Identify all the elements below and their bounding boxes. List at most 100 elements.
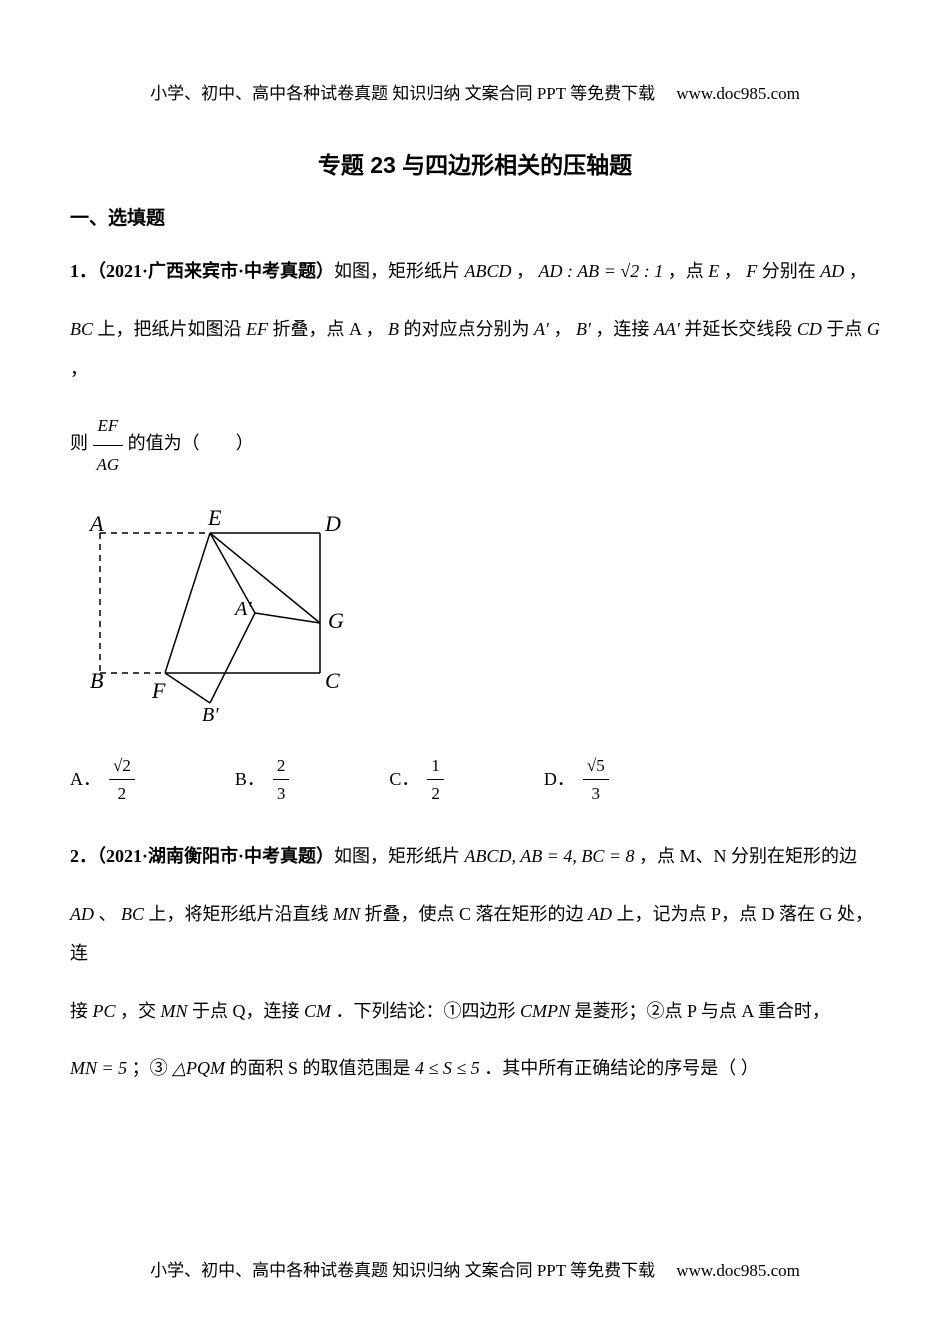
- q2-AD: AD: [70, 904, 94, 924]
- q1-t7: 上，把纸片如图沿: [98, 319, 242, 339]
- q1-t8b: ，: [366, 319, 384, 339]
- q2-t12: ；③: [132, 1058, 168, 1078]
- q1-option-c: C． 1 2: [389, 752, 444, 807]
- q1-G: G: [867, 319, 880, 339]
- q1-Ap: A′: [534, 319, 549, 339]
- q1-optC-label: C．: [389, 765, 419, 794]
- q1-AAp: AA′: [654, 319, 680, 339]
- q1-t16: 的值为（ ）: [128, 433, 254, 453]
- q2-t4: 上，将矩形纸片沿直线: [149, 904, 329, 924]
- q1-t4: ，: [724, 261, 742, 281]
- svg-text:B': B': [202, 704, 219, 723]
- q2-t3: 、: [99, 904, 117, 924]
- q2-t11: 是菱形；②点 P 与点 A 重合时，: [575, 1001, 830, 1021]
- q2-number: 2．: [70, 846, 97, 866]
- q2-t2: ，点 M、N 分别在矩形的边: [639, 846, 857, 866]
- q1-optD-bot: 3: [583, 780, 609, 807]
- q2-rect: ABCD, AB = 4, BC = 8: [465, 846, 635, 866]
- q1-abcd: ABCD: [465, 261, 512, 281]
- q1-line1: 1．（2021·广西来宾市·中考真题）如图，矩形纸片 ABCD ， AD : A…: [70, 252, 880, 292]
- q1-t2: ，: [516, 261, 534, 281]
- q2-line3: 接 PC ，交 MN 于点 Q，连接 CM ．下列结论：①四边形 CMPN 是菱…: [70, 992, 880, 1032]
- q1-figure: A B C D E F G A' B': [80, 503, 880, 732]
- q1-line3: 则 EF AG 的值为（ ）: [70, 407, 880, 483]
- q1-t8a: A: [349, 319, 361, 339]
- q1-t8: 折叠，点: [273, 319, 345, 339]
- q1-B: B: [388, 319, 399, 339]
- q1-line2: BC 上，把纸片如图沿 EF 折叠，点 A ， B 的对应点分别为 A′ ， B…: [70, 310, 880, 389]
- q1-t9: 的对应点分别为: [404, 319, 530, 339]
- svg-text:E: E: [207, 505, 222, 530]
- q2-line4: MN = 5 ；③ △PQM 的面积 S 的取值范围是 4 ≤ S ≤ 5 ．其…: [70, 1049, 880, 1089]
- q1-source: （2021·广西来宾市·中考真题）: [97, 261, 334, 281]
- q1-frac: EF AG: [93, 407, 124, 483]
- q1-E: E: [708, 261, 719, 281]
- q2-range: 4 ≤ S ≤ 5: [415, 1058, 480, 1078]
- q1-ratio: AD : AB = √2 : 1: [539, 261, 664, 281]
- q1-number: 1．: [70, 261, 97, 281]
- q1-BC: BC: [70, 319, 93, 339]
- q1-option-a: A． √2 2: [70, 752, 135, 807]
- q1-optC-frac: 1 2: [427, 752, 444, 807]
- q1-optB-label: B．: [235, 765, 265, 794]
- q2-MN: MN: [333, 904, 360, 924]
- svg-text:C: C: [325, 668, 340, 693]
- q2-t13: 的面积 S 的取值范围是: [230, 1058, 411, 1078]
- q1-EF: EF: [246, 319, 268, 339]
- question-1: 1．（2021·广西来宾市·中考真题）如图，矩形纸片 ABCD ， AD : A…: [70, 252, 880, 807]
- q1-AD: AD: [820, 261, 844, 281]
- question-2: 2．（2021·湖南衡阳市·中考真题）如图，矩形纸片 ABCD, AB = 4,…: [70, 837, 880, 1089]
- q2-t7: 接: [70, 1001, 88, 1021]
- q1-t11: ，连接: [595, 319, 649, 339]
- q1-frac-bot: AG: [93, 446, 124, 483]
- svg-text:D: D: [324, 511, 341, 536]
- q2-t14: ．其中所有正确结论的序号是（ ）: [484, 1058, 759, 1078]
- q1-optB-frac: 2 3: [273, 752, 290, 807]
- q1-t14: ，: [70, 359, 88, 379]
- q2-line1: 2．（2021·湖南衡阳市·中考真题）如图，矩形纸片 ABCD, AB = 4,…: [70, 837, 880, 877]
- q2-MN2: MN: [161, 1001, 188, 1021]
- svg-text:F: F: [151, 678, 166, 703]
- q1-optD-label: D．: [544, 765, 575, 794]
- q2-t9: 于点 Q，连接: [192, 1001, 300, 1021]
- q1-CD: CD: [797, 319, 822, 339]
- q2-CM: CM: [304, 1001, 331, 1021]
- q2-PC: PC: [93, 1001, 116, 1021]
- q2-AD2: AD: [588, 904, 612, 924]
- q1-t1: 如图，矩形纸片: [334, 261, 460, 281]
- q2-MN5: MN = 5: [70, 1058, 127, 1078]
- svg-text:A: A: [88, 511, 104, 536]
- q1-t5: 分别在: [762, 261, 816, 281]
- q1-optC-top: 1: [427, 752, 444, 780]
- svg-text:B: B: [90, 668, 103, 693]
- q2-t8: ，交: [120, 1001, 156, 1021]
- q2-t1: 如图，矩形纸片: [334, 846, 460, 866]
- q1-optB-top: 2: [273, 752, 290, 780]
- footer-url: www.doc985.com: [676, 1261, 800, 1280]
- q1-optC-bot: 2: [427, 780, 444, 807]
- svg-text:A': A': [233, 598, 252, 620]
- q1-t10: ，: [553, 319, 571, 339]
- q2-t5: 折叠，使点 C 落在矩形的边: [365, 904, 584, 924]
- q1-options: A． √2 2 B． 2 3 C． 1 2 D． √5 3: [70, 752, 880, 807]
- q1-t12: 并延长交线段: [684, 319, 792, 339]
- q1-optA-frac: √2 2: [109, 752, 135, 807]
- page-title: 专题 23 与四边形相关的压轴题: [70, 147, 880, 184]
- q2-BC: BC: [121, 904, 144, 924]
- q1-t13: 于点: [826, 319, 862, 339]
- q1-optD-top: √5: [583, 752, 609, 780]
- q1-option-d: D． √5 3: [544, 752, 609, 807]
- q1-Bp: B′: [576, 319, 591, 339]
- q2-source: （2021·湖南衡阳市·中考真题）: [97, 846, 334, 866]
- footer-desc: 小学、初中、高中各种试卷真题 知识归纳 文案合同 PPT 等免费下载: [150, 1261, 655, 1280]
- q1-optA-bot: 2: [109, 780, 135, 807]
- q2-t10: ．下列结论：①四边形: [336, 1001, 516, 1021]
- q1-t15: 则: [70, 433, 88, 453]
- q1-t3: ，点: [668, 261, 704, 281]
- q1-option-b: B． 2 3: [235, 752, 290, 807]
- footer-text: 小学、初中、高中各种试卷真题 知识归纳 文案合同 PPT 等免费下载 www.d…: [0, 1257, 950, 1284]
- header-desc: 小学、初中、高中各种试卷真题 知识归纳 文案合同 PPT 等免费下载: [150, 84, 655, 103]
- header-text: 小学、初中、高中各种试卷真题 知识归纳 文案合同 PPT 等免费下载 www.d…: [70, 80, 880, 107]
- q1-F: F: [746, 261, 757, 281]
- q2-CMPN: CMPN: [520, 1001, 570, 1021]
